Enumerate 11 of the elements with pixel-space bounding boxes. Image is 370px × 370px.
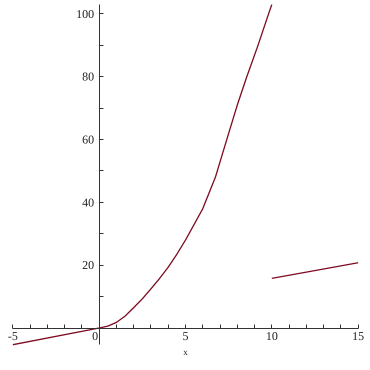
x-tick-label: 5 xyxy=(182,329,188,344)
x-tick-label: 10 xyxy=(266,329,278,344)
x-tick-label: 0 xyxy=(92,329,98,344)
y-tick-label: 40 xyxy=(82,195,94,210)
y-tick-label: 80 xyxy=(82,70,94,84)
y-tick-label: 20 xyxy=(82,258,94,272)
x-tick-label: 15 xyxy=(352,329,364,344)
x-tick-label: -5 xyxy=(8,329,18,344)
y-tick-label: 60 xyxy=(82,132,94,147)
x-axis-title: x xyxy=(183,347,188,358)
y-tick-label: 100 xyxy=(76,6,94,21)
